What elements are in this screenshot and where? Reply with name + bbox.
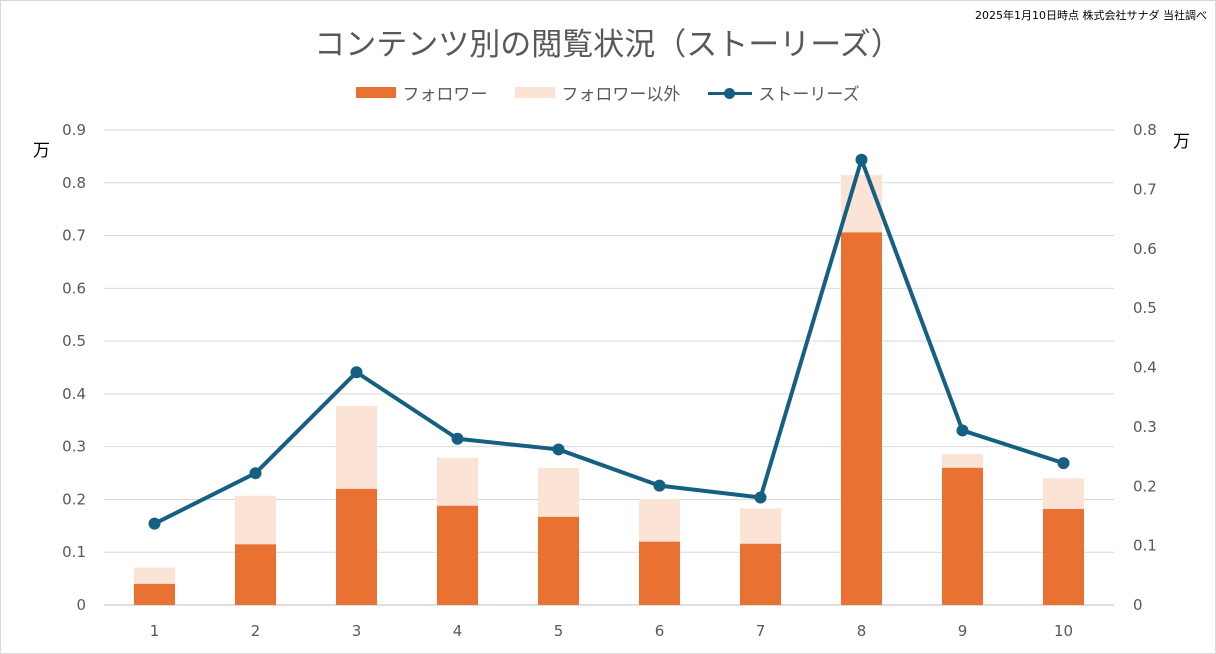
legend-swatch-stories — [708, 86, 753, 100]
legend-label-non-followers: フォロワー以外 — [561, 85, 681, 105]
left-tick-label: 0.3 — [62, 438, 86, 456]
right-tick-label: 0.2 — [1133, 477, 1157, 495]
bar-non-followers — [942, 454, 983, 468]
legend-swatch-non-followers — [515, 87, 556, 98]
x-tick-label: 3 — [352, 622, 362, 640]
left-tick-label: 0.6 — [62, 279, 86, 297]
point-stories — [1057, 457, 1070, 470]
legend-label-followers: フォロワー — [402, 85, 488, 105]
legend: フォロワー フォロワー以外 ストーリーズ — [1, 80, 1215, 105]
left-axis-unit: 万 — [33, 141, 50, 161]
right-tick-label: 0.6 — [1133, 240, 1157, 258]
legend-swatch-followers — [356, 87, 397, 98]
legend-item-followers: フォロワー — [356, 80, 487, 105]
left-tick-label: 0.7 — [62, 227, 86, 245]
bar-non-followers — [538, 467, 579, 517]
point-stories — [249, 467, 262, 480]
x-tick-label: 10 — [1054, 622, 1073, 640]
bar-non-followers — [740, 508, 781, 544]
legend-item-stories: ストーリーズ — [708, 80, 860, 105]
x-tick-label: 7 — [756, 622, 766, 640]
source-note: 2025年1月10日時点 株式会社サナダ 当社調べ — [975, 9, 1207, 22]
right-tick-label: 0 — [1133, 596, 1143, 614]
x-tick-label: 8 — [857, 622, 867, 640]
left-tick-label: 0.1 — [62, 543, 86, 561]
left-tick-label: 0.2 — [62, 490, 86, 508]
bar-non-followers — [437, 457, 478, 506]
right-tick-label: 0.4 — [1133, 359, 1157, 377]
left-tick-label: 0.9 — [62, 121, 86, 139]
legend-label-stories: ストーリーズ — [758, 85, 860, 105]
bar-followers — [942, 467, 983, 605]
bar-followers — [538, 516, 579, 605]
x-tick-label: 5 — [554, 622, 564, 640]
point-stories — [855, 153, 868, 166]
bar-followers — [336, 488, 377, 605]
x-tick-label: 4 — [453, 622, 463, 640]
left-tick-label: 0.5 — [62, 332, 86, 350]
bar-non-followers — [639, 498, 680, 542]
right-tick-label: 0.7 — [1133, 180, 1157, 198]
left-tick-label: 0.8 — [62, 174, 86, 192]
bar-non-followers — [1043, 478, 1084, 509]
bar-followers — [639, 541, 680, 605]
point-stories — [451, 432, 464, 445]
right-tick-label: 0.1 — [1133, 537, 1157, 555]
bar-non-followers — [336, 406, 377, 489]
point-stories — [552, 443, 565, 456]
right-tick-label: 0.8 — [1133, 121, 1157, 139]
bar-followers — [235, 544, 276, 605]
bar-followers — [740, 543, 781, 605]
x-tick-label: 9 — [958, 622, 968, 640]
point-stories — [956, 424, 969, 437]
line-stories — [153, 157, 1065, 526]
point-stories — [148, 517, 161, 530]
point-stories — [653, 479, 666, 492]
point-stories — [754, 491, 767, 504]
bar-followers — [134, 583, 175, 605]
bar-followers — [841, 232, 882, 605]
x-tick-label: 1 — [150, 622, 160, 640]
point-stories — [350, 366, 363, 379]
x-tick-label: 2 — [251, 622, 261, 640]
right-tick-label: 0.5 — [1133, 299, 1157, 317]
bar-non-followers — [134, 567, 175, 584]
bar-followers — [1043, 508, 1084, 605]
right-axis-unit: 万 — [1173, 132, 1190, 152]
right-tick-label: 0.3 — [1133, 418, 1157, 436]
chart-title: コンテンツ別の閲覧状況（ストーリーズ） — [314, 27, 902, 63]
left-tick-label: 0 — [76, 596, 86, 614]
left-tick-label: 0.4 — [62, 385, 86, 403]
bar-non-followers — [235, 495, 276, 545]
x-tick-label: 6 — [655, 622, 665, 640]
legend-item-non-followers: フォロワー以外 — [515, 80, 680, 105]
bar-followers — [437, 505, 478, 605]
